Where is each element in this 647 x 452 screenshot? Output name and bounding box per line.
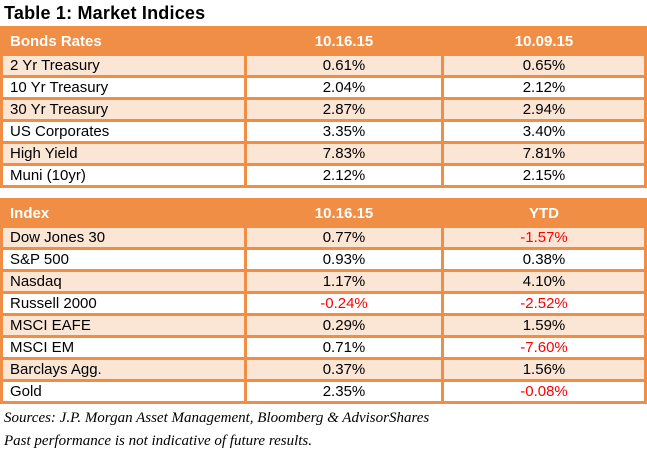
row-label-cell: Russell 2000 xyxy=(0,291,247,316)
value-cell: 1.56% xyxy=(441,357,647,382)
table-row: MSCI EAFE 0.29% 1.59% xyxy=(0,313,647,338)
bonds-header-date-2: 10.09.15 xyxy=(441,26,647,56)
value-cell: -0.08% xyxy=(441,379,647,404)
row-label-cell: 2 Yr Treasury xyxy=(0,53,247,78)
row-label-cell: MSCI EM xyxy=(0,335,247,360)
value-cell: -0.24% xyxy=(244,291,444,316)
row-label-cell: Nasdaq xyxy=(0,269,247,294)
bonds-header-row: Bonds Rates 10.16.15 10.09.15 xyxy=(0,26,647,56)
table-row: High Yield 7.83% 7.81% xyxy=(0,141,647,166)
table-row: S&P 500 0.93% 0.38% xyxy=(0,247,647,272)
value-cell: 2.94% xyxy=(441,97,647,122)
bonds-rates-table: Bonds Rates 10.16.15 10.09.15 2 Yr Treas… xyxy=(0,26,647,188)
row-label-cell: Muni (10yr) xyxy=(0,163,247,188)
value-cell: 3.40% xyxy=(441,119,647,144)
value-cell: 0.71% xyxy=(244,335,444,360)
value-cell: 0.65% xyxy=(441,53,647,78)
row-label-cell: MSCI EAFE xyxy=(0,313,247,338)
index-header-label: Index xyxy=(0,198,247,228)
row-label-cell: Dow Jones 30 xyxy=(0,225,247,250)
value-cell: 2.15% xyxy=(441,163,647,188)
table-row: Nasdaq 1.17% 4.10% xyxy=(0,269,647,294)
value-cell: 2.12% xyxy=(441,75,647,100)
index-table: Index 10.16.15 YTD Dow Jones 30 0.77% -1… xyxy=(0,198,647,404)
value-cell: 2.12% xyxy=(244,163,444,188)
table-row: US Corporates 3.35% 3.40% xyxy=(0,119,647,144)
table-row: Dow Jones 30 0.77% -1.57% xyxy=(0,225,647,250)
value-cell: 2.04% xyxy=(244,75,444,100)
index-header-ytd: YTD xyxy=(441,198,647,228)
value-cell: 3.35% xyxy=(244,119,444,144)
value-cell: 7.83% xyxy=(244,141,444,166)
value-cell: -1.57% xyxy=(441,225,647,250)
table-row: Barclays Agg. 0.37% 1.56% xyxy=(0,357,647,382)
value-cell: 0.93% xyxy=(244,247,444,272)
table-row: 30 Yr Treasury 2.87% 2.94% xyxy=(0,97,647,122)
disclaimer-line: Past performance is not indicative of fu… xyxy=(4,433,313,449)
index-header-date: 10.16.15 xyxy=(244,198,444,228)
value-cell: 1.17% xyxy=(244,269,444,294)
row-label-cell: 30 Yr Treasury xyxy=(0,97,247,122)
bonds-header-label: Bonds Rates xyxy=(0,26,247,56)
value-cell: 2.35% xyxy=(244,379,444,404)
value-cell: 0.29% xyxy=(244,313,444,338)
value-cell: 2.87% xyxy=(244,97,444,122)
table-title: Table 1: Market Indices xyxy=(4,3,206,23)
table-row: Gold 2.35% -0.08% xyxy=(0,379,647,404)
table-row: Muni (10yr) 2.12% 2.15% xyxy=(0,163,647,188)
value-cell: -2.52% xyxy=(441,291,647,316)
table-row: 10 Yr Treasury 2.04% 2.12% xyxy=(0,75,647,100)
row-label-cell: S&P 500 xyxy=(0,247,247,272)
row-label-cell: 10 Yr Treasury xyxy=(0,75,247,100)
sources-line: Sources: J.P. Morgan Asset Management, B… xyxy=(4,410,430,426)
row-label-cell: US Corporates xyxy=(0,119,247,144)
value-cell: 0.38% xyxy=(441,247,647,272)
value-cell: 7.81% xyxy=(441,141,647,166)
bonds-header-date-1: 10.16.15 xyxy=(244,26,444,56)
row-label-cell: Barclays Agg. xyxy=(0,357,247,382)
row-label-cell: High Yield xyxy=(0,141,247,166)
value-cell: 0.77% xyxy=(244,225,444,250)
table-row: Russell 2000 -0.24% -2.52% xyxy=(0,291,647,316)
value-cell: 1.59% xyxy=(441,313,647,338)
value-cell: -7.60% xyxy=(441,335,647,360)
table-row: MSCI EM 0.71% -7.60% xyxy=(0,335,647,360)
row-label-cell: Gold xyxy=(0,379,247,404)
value-cell: 0.61% xyxy=(244,53,444,78)
market-indices-figure: Table 1: Market Indices Bonds Rates 10.1… xyxy=(0,3,647,450)
index-header-row: Index 10.16.15 YTD xyxy=(0,198,647,228)
table-row: 2 Yr Treasury 0.61% 0.65% xyxy=(0,53,647,78)
value-cell: 0.37% xyxy=(244,357,444,382)
value-cell: 4.10% xyxy=(441,269,647,294)
